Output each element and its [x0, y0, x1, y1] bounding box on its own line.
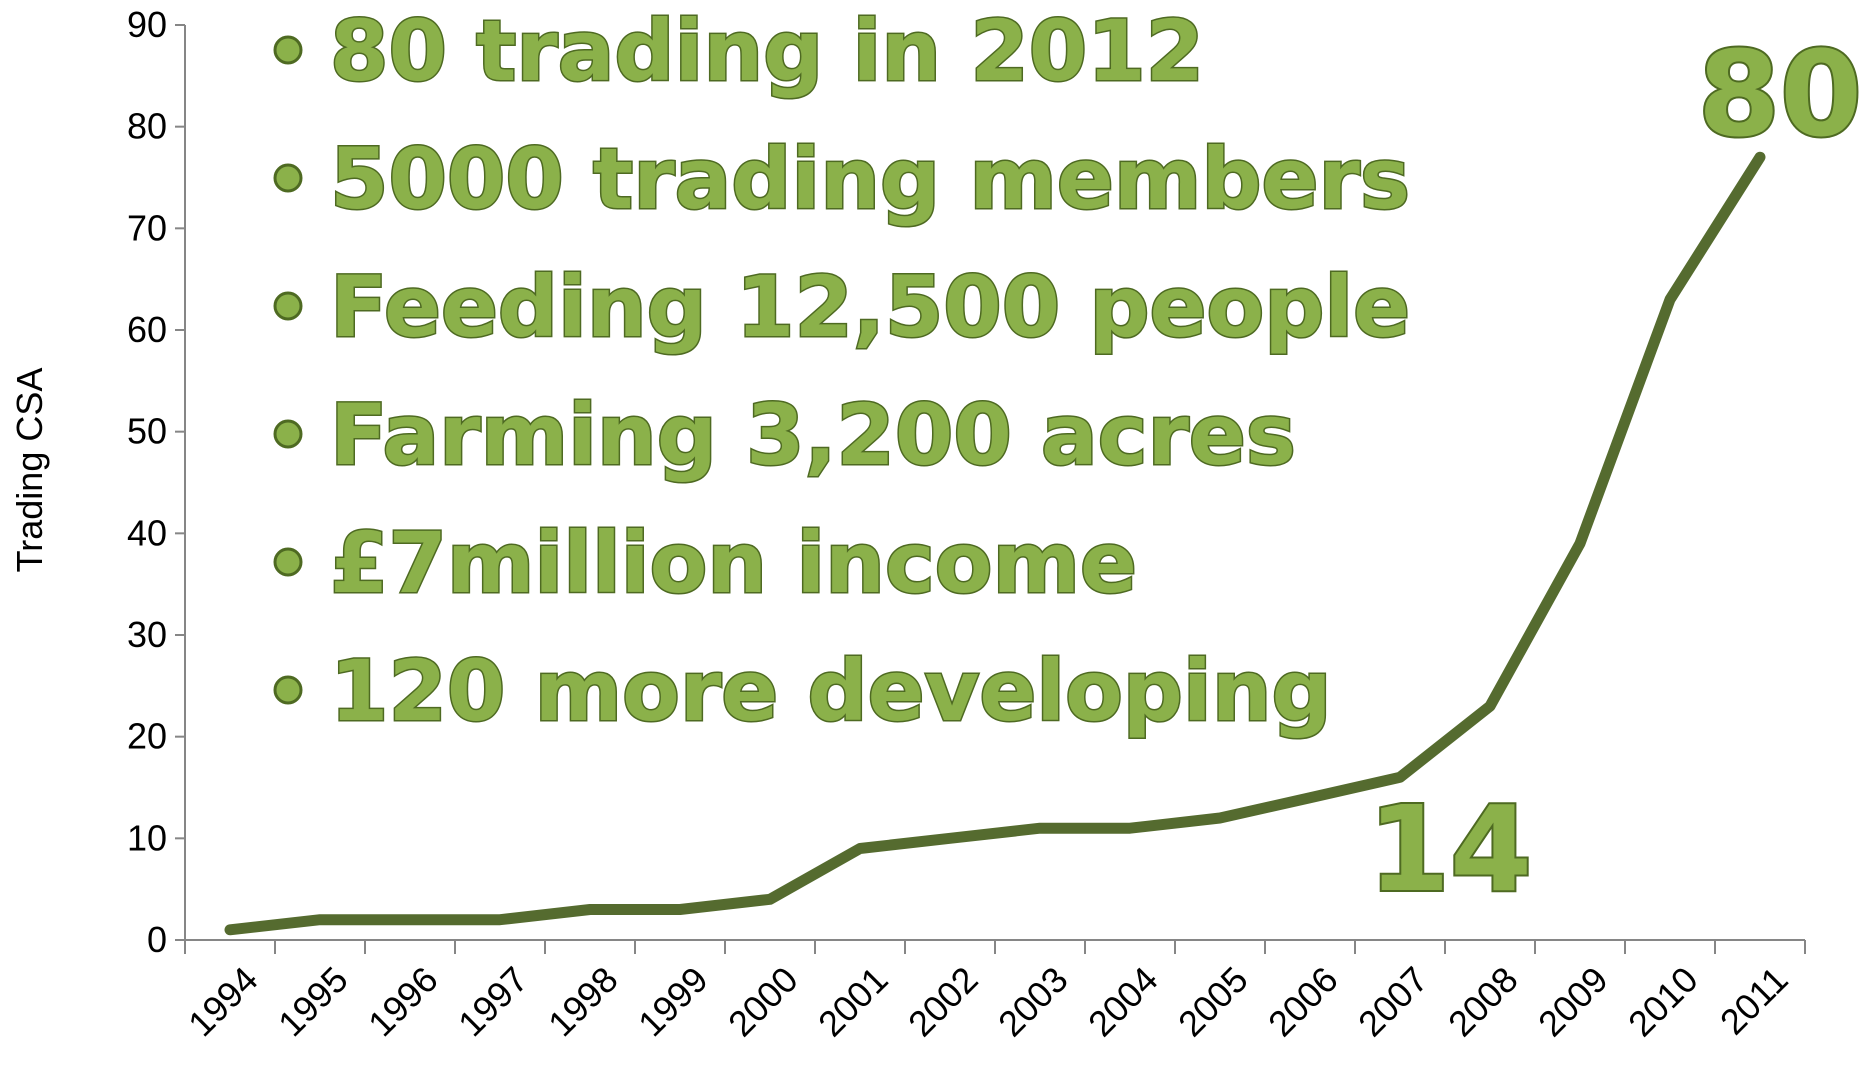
x-tick-label: 1997	[450, 959, 536, 1045]
bullet-item: £7million income	[330, 514, 1137, 612]
bullet-dot	[273, 419, 303, 449]
bullet-dot	[273, 675, 303, 705]
bullet-dot	[273, 291, 303, 321]
x-tick-label: 2003	[990, 959, 1076, 1045]
bullet-item: Farming 3,200 acres	[330, 386, 1296, 484]
bullet-item: Feeding 12,500 people	[330, 258, 1410, 356]
y-ticks: 0 10 20 30 40 50 60 70 80 90	[127, 4, 185, 960]
series-line-trading-csa	[224, 151, 1766, 936]
x-tick-label: 1999	[630, 959, 716, 1045]
y-tick-label: 10	[127, 817, 167, 858]
bullet-item: 5000 trading members	[330, 130, 1410, 228]
x-tick-label: 2011	[1712, 959, 1796, 1043]
bullet-dot	[273, 35, 303, 65]
x-tick-label: 2004	[1080, 959, 1166, 1045]
bullet-dot	[273, 163, 303, 193]
bullet-dot	[273, 547, 303, 577]
y-tick-label: 80	[127, 106, 167, 147]
x-tick-label: 2001	[810, 959, 896, 1045]
y-tick-label: 20	[127, 716, 167, 757]
big-number-annotation-80: 80	[1698, 25, 1862, 163]
bullet-item: 120 more developing	[330, 642, 1332, 740]
x-tick-label: 1998	[540, 959, 626, 1045]
y-tick-label: 60	[127, 309, 167, 350]
x-tick-label: 2006	[1260, 959, 1346, 1045]
x-tick-label: 2010	[1620, 959, 1706, 1045]
x-ticks: 1994 1995 1996 1997 1998 1999 2000 2001 2002 2003…	[180, 940, 1806, 1045]
bullet-item: 80 trading in 2012	[330, 2, 1204, 100]
y-tick-label: 30	[127, 614, 167, 655]
x-tick-label: 1994	[180, 959, 266, 1045]
x-tick-label: 2009	[1530, 959, 1616, 1045]
x-tick-label: 1996	[360, 959, 446, 1045]
y-tick-label: 50	[127, 411, 167, 452]
x-tick-label: 2002	[900, 959, 986, 1045]
x-tick-label: 2008	[1440, 959, 1526, 1045]
y-tick-label: 90	[127, 4, 167, 45]
bullet-list: 80 trading in 2012 5000 trading members Fe…	[273, 1, 1412, 742]
y-tick-label: 70	[127, 207, 167, 248]
y-tick-label: 40	[127, 512, 167, 553]
x-tick-label: 2000	[720, 959, 806, 1045]
big-number-annotation-14: 14	[1368, 780, 1532, 918]
x-tick-label: 2005	[1170, 959, 1256, 1045]
x-tick-label: 1995	[270, 959, 356, 1045]
x-tick-label: 2007	[1350, 959, 1436, 1045]
y-axis-title: Trading CSA	[9, 368, 50, 573]
y-tick-label: 0	[147, 919, 167, 960]
